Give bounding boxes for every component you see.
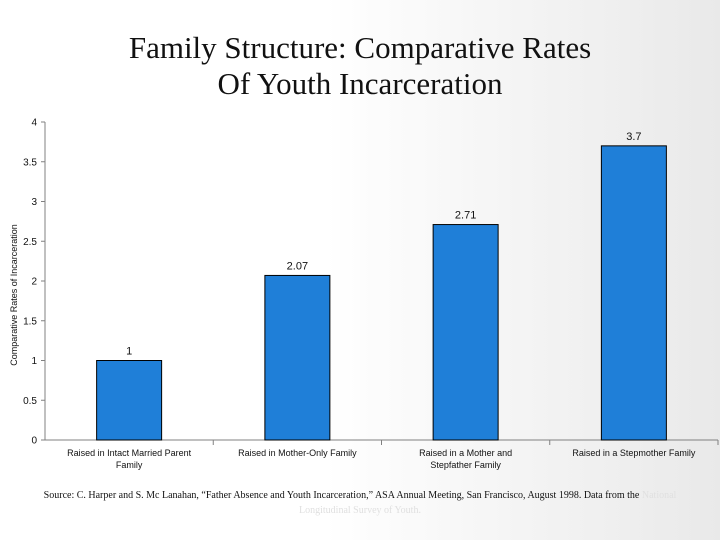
y-tick-label: 1.5	[23, 316, 37, 327]
x-tick-label: Raised in Intact Married Parent	[67, 448, 192, 458]
data-label: 3.7	[626, 131, 641, 143]
y-tick-label: 3.5	[23, 157, 37, 168]
bar	[600, 145, 667, 441]
chart-title: Family Structure: Comparative Rates Of Y…	[0, 30, 720, 102]
chart-title-line-2: Of Youth Incarceration	[217, 66, 503, 101]
y-tick-label: 2	[31, 277, 37, 288]
source-dataset: National Longitudinal Survey of Youth.	[299, 490, 677, 516]
y-tick-label: 0	[31, 436, 37, 447]
y-axis-label: Comparative Rates of Incarceration	[9, 224, 19, 366]
bar	[96, 360, 163, 441]
y-tick-label: 2.5	[23, 237, 37, 248]
x-tick-label: Stepfather Family	[430, 460, 501, 470]
y-tick-label: 4	[31, 118, 37, 129]
bar	[264, 274, 331, 441]
y-tick-label: 1	[31, 356, 37, 367]
y-tick-label: 3	[31, 197, 37, 208]
x-tick-label: Raised in Mother-Only Family	[238, 448, 357, 458]
bar	[432, 224, 499, 441]
source-note: Source: C. Harper and S. Mc Lanahan, “Fa…	[40, 488, 680, 518]
y-tick-label: 0.5	[23, 396, 37, 407]
data-label: 1	[126, 346, 132, 358]
chart-title-line-1: Family Structure: Comparative Rates	[128, 30, 592, 65]
source-citation: Source: C. Harper and S. Mc Lanahan, “Fa…	[43, 490, 640, 501]
x-tick-label: Raised in a Stepmother Family	[572, 448, 696, 458]
x-tick-label: Raised in a Mother and	[419, 448, 512, 458]
x-tick-label: Family	[116, 460, 143, 470]
data-label: 2.07	[287, 260, 308, 272]
data-label: 2.71	[455, 210, 476, 222]
